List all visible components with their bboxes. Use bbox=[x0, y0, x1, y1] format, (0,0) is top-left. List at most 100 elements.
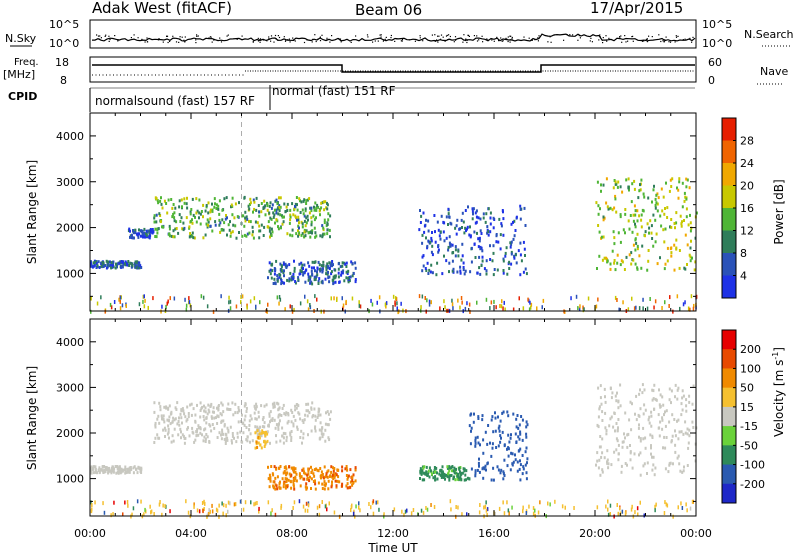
power-scatter-cell bbox=[422, 264, 425, 268]
power-scatter-cell bbox=[461, 211, 464, 215]
velocity-scatter-cell bbox=[115, 471, 118, 475]
power-scatter-cell bbox=[110, 266, 113, 270]
x-tick-label: 12:00 bbox=[377, 527, 409, 540]
nsearch-dot bbox=[665, 36, 667, 38]
velocity-scatter-cell bbox=[263, 439, 266, 443]
nsearch-dot bbox=[287, 39, 289, 41]
power-scatter-cell bbox=[148, 229, 151, 233]
power-scatter-cell bbox=[171, 206, 174, 210]
velocity-scatter-cell bbox=[94, 469, 97, 473]
power-scatter-cell bbox=[110, 263, 112, 267]
velocity-scatter-cell bbox=[243, 404, 246, 408]
velocity-scatter-cell bbox=[278, 466, 281, 470]
power-scatter-cell bbox=[673, 243, 676, 247]
velocity-scatter-cell bbox=[651, 468, 654, 472]
power-scatter-cell bbox=[436, 220, 439, 224]
velocity-scatter-cell bbox=[354, 479, 357, 483]
power-scatter-cell bbox=[271, 230, 274, 234]
power-scatter-cell bbox=[301, 263, 304, 267]
velocity-scatter-cell bbox=[506, 447, 508, 451]
velocity-scatter-cell bbox=[98, 466, 101, 470]
power-scatter-cell bbox=[451, 243, 454, 247]
power-scatter-cell bbox=[153, 216, 156, 220]
power-clutter-cell bbox=[614, 295, 617, 300]
power-scatter-cell bbox=[132, 231, 135, 235]
nsearch-dot bbox=[442, 36, 444, 38]
velocity-scatter-cell bbox=[491, 415, 494, 419]
power-scatter-cell bbox=[471, 207, 474, 211]
date-label: 17/Apr/2015 bbox=[590, 0, 683, 17]
nsearch-dot bbox=[664, 39, 666, 41]
power-scatter-cell bbox=[191, 221, 194, 225]
power-scatter-cell bbox=[430, 263, 433, 267]
power-scatter-cell bbox=[238, 201, 240, 205]
power-scatter-cell bbox=[180, 198, 183, 202]
power-clutter-cell bbox=[642, 306, 644, 311]
velocity-scatter-cell bbox=[606, 449, 609, 453]
velocity-scatter-cell bbox=[319, 421, 322, 425]
velocity-scatter-cell bbox=[354, 466, 357, 470]
velocity-scatter-cell bbox=[427, 469, 430, 473]
power-scatter-cell bbox=[313, 266, 315, 270]
nsearch-dot bbox=[599, 36, 601, 38]
power-scatter-cell bbox=[468, 233, 471, 237]
velocity-clutter-cell bbox=[532, 506, 535, 511]
nsearch-dot bbox=[646, 41, 649, 43]
power-scatter-cell bbox=[691, 256, 693, 260]
power-scatter-cell bbox=[480, 246, 483, 250]
nsearch-dot bbox=[146, 37, 148, 39]
velocity-scatter-cell bbox=[351, 475, 354, 479]
velocity-scatter-cell bbox=[174, 417, 177, 421]
nsearch-dot bbox=[208, 37, 210, 39]
velocity-scatter bbox=[90, 319, 698, 519]
velocity-scatter-cell bbox=[448, 467, 451, 471]
power-scatter-cell bbox=[218, 212, 221, 216]
power-scatter-cell bbox=[666, 216, 669, 219]
velocity-scatter-cell bbox=[96, 471, 98, 475]
power-clutter-cell bbox=[395, 296, 397, 301]
velocity-scatter-cell bbox=[341, 484, 343, 488]
velocity-scatter-cell bbox=[620, 464, 623, 468]
nsearch-dot bbox=[447, 39, 449, 41]
velocity-clutter-cell bbox=[636, 506, 639, 511]
power-scatter-cell bbox=[310, 269, 313, 273]
velocity-scatter-cell bbox=[684, 420, 687, 424]
power-scatter-cell bbox=[462, 268, 465, 272]
velocity-scatter-cell bbox=[314, 468, 316, 472]
velocity-scatter-cell bbox=[461, 471, 464, 475]
power-scatter-cell bbox=[515, 261, 518, 265]
velocity-clutter-cell bbox=[664, 500, 666, 505]
power-scatter-cell bbox=[282, 220, 285, 224]
power-scatter-cell bbox=[232, 223, 235, 227]
nsearch-dot bbox=[419, 37, 421, 39]
velocity-clutter-cell bbox=[202, 509, 204, 514]
velocity-scatter-cell bbox=[272, 480, 275, 484]
power-scatter-cell bbox=[613, 259, 616, 262]
power-scatter-cell bbox=[204, 233, 207, 237]
power-clutter-cell bbox=[530, 305, 532, 310]
power-scatter-cell bbox=[495, 240, 498, 244]
power-scatter-cell bbox=[255, 208, 258, 212]
velocity-scatter-cell bbox=[652, 463, 655, 467]
power-scatter-cell bbox=[283, 274, 285, 278]
velocity-scatter-cell bbox=[262, 431, 265, 434]
power-scatter-cell bbox=[191, 197, 194, 201]
velocity-scatter-cell bbox=[468, 424, 471, 428]
power-scatter-cell bbox=[213, 205, 216, 209]
power-scatter-cell bbox=[519, 204, 522, 208]
power-clutter-cell bbox=[345, 299, 347, 304]
power-clutter-cell bbox=[649, 297, 651, 301]
velocity-scatter-cell bbox=[273, 401, 276, 405]
power-scatter-cell bbox=[183, 197, 186, 201]
power-scatter-cell bbox=[662, 228, 665, 232]
power-scatter-cell bbox=[512, 237, 515, 241]
power-scatter-cell bbox=[443, 239, 446, 243]
power-scatter-cell bbox=[293, 207, 296, 211]
nsearch-dot bbox=[158, 38, 160, 40]
velocity-scatter-cell bbox=[196, 428, 199, 432]
power-clutter-cell bbox=[501, 299, 503, 304]
nsearch-dot bbox=[274, 34, 277, 37]
velocity-scatter-cell bbox=[476, 468, 479, 472]
power-scatter-cell bbox=[690, 226, 693, 230]
power-scatter-cell bbox=[334, 274, 337, 278]
